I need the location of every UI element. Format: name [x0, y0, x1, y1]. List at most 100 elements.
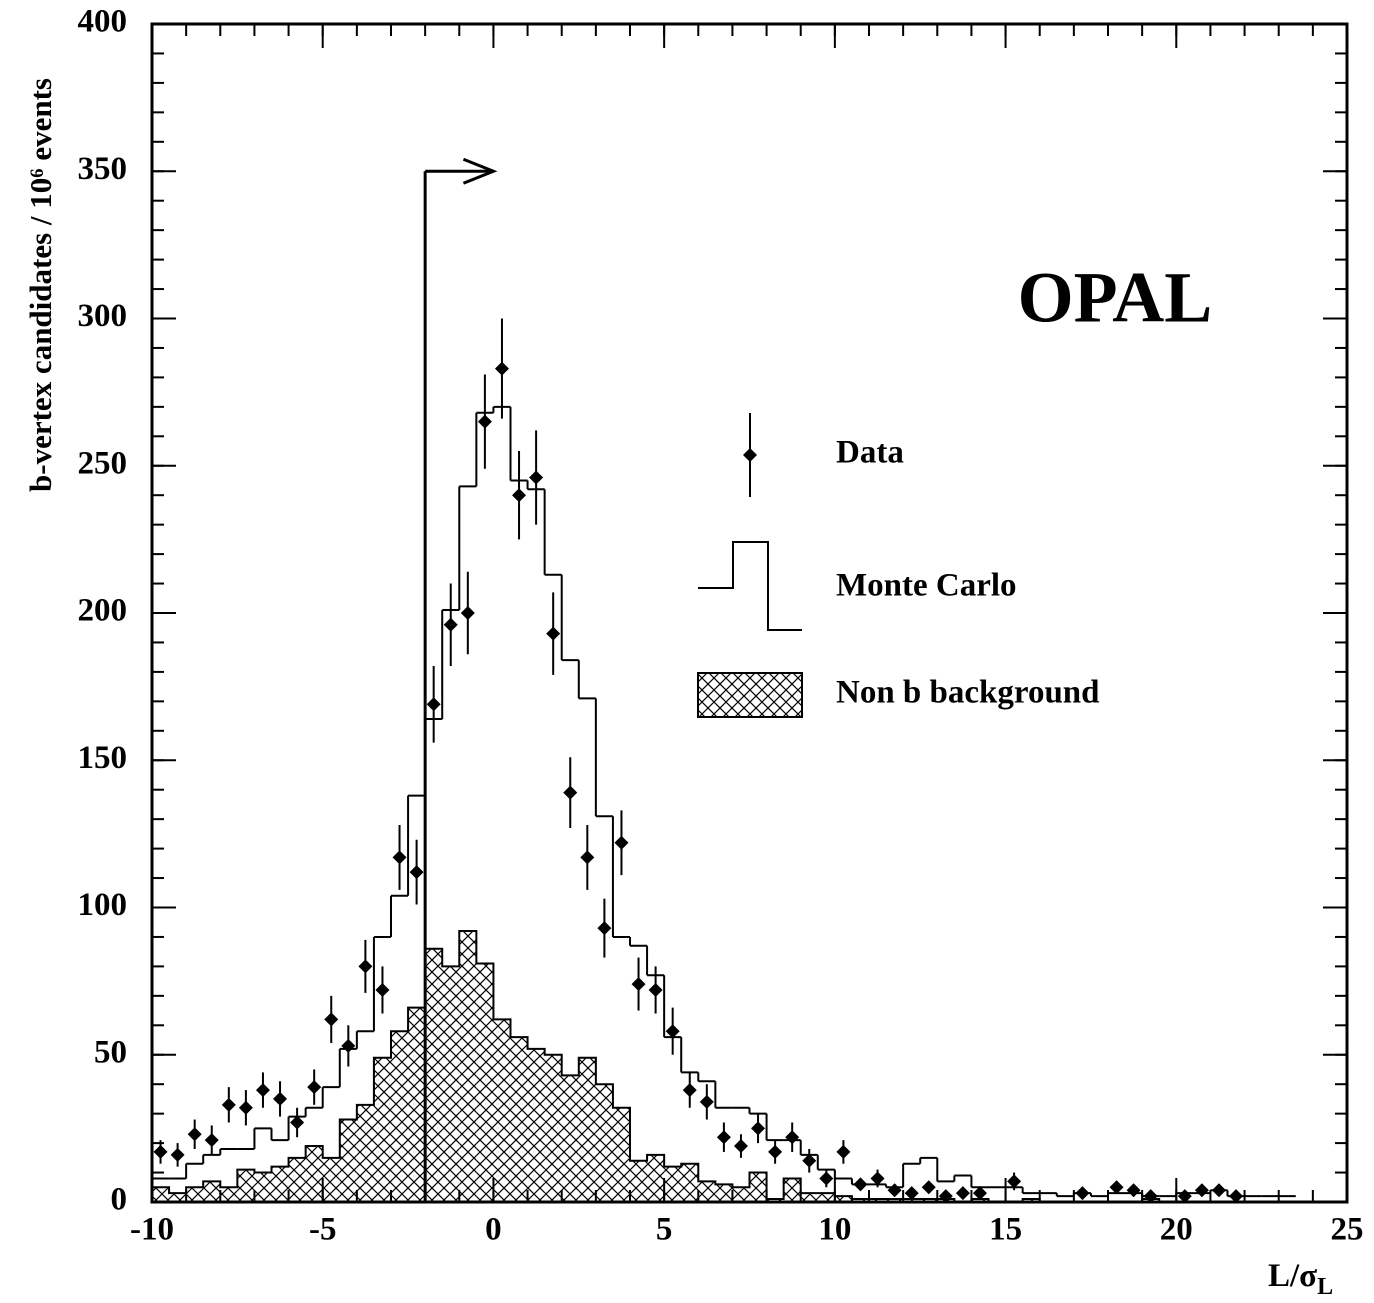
- y-tick-label: 350: [78, 151, 128, 187]
- data-point: [546, 626, 561, 641]
- hist-bar: [595, 1084, 613, 1202]
- data-point: [785, 1130, 800, 1145]
- hist-bar: [476, 963, 494, 1202]
- hist-bar: [527, 1048, 545, 1202]
- hist-bar: [749, 1172, 767, 1202]
- hist-outline: [151, 930, 1296, 1203]
- hist-bar: [271, 1166, 289, 1202]
- hist-bar: [237, 1169, 255, 1202]
- data-point: [529, 470, 544, 485]
- hist-bar: [339, 1119, 357, 1202]
- hist-bar: [510, 1037, 528, 1202]
- y-tick-label: 300: [78, 298, 128, 334]
- data-point: [1126, 1183, 1141, 1198]
- hist-bar: [834, 1196, 852, 1202]
- data-point: [955, 1186, 970, 1201]
- hist-bar: [578, 1057, 596, 1202]
- data-point: [307, 1080, 322, 1095]
- data-point: [204, 1133, 219, 1148]
- y-tick-label: 0: [111, 1182, 128, 1218]
- y-axis-label: b-vertex candidates / 10⁶ events: [23, 78, 58, 492]
- x-tick-label: 20: [1160, 1212, 1193, 1248]
- data-point: [682, 1083, 697, 1098]
- hist-bar: [647, 1154, 665, 1202]
- data-point: [341, 1038, 356, 1053]
- x-tick-label: -10: [130, 1212, 174, 1248]
- data-point: [238, 1100, 253, 1115]
- hist-bar: [612, 1107, 630, 1202]
- hist-bar: [186, 1187, 204, 1202]
- x-tick-label: 25: [1331, 1212, 1364, 1248]
- hist-bar: [442, 966, 460, 1202]
- data-point: [477, 414, 492, 429]
- data-point: [1229, 1189, 1244, 1204]
- data-point: [648, 982, 663, 997]
- data-point: [273, 1091, 288, 1106]
- data-point: [187, 1127, 202, 1142]
- legend-label: Non b background: [836, 675, 1100, 711]
- data-point: [375, 982, 390, 997]
- data-point: [460, 606, 475, 620]
- data-point: [1143, 1189, 1158, 1204]
- y-tick-label: 200: [78, 593, 128, 629]
- hist-bar: [544, 1054, 562, 1202]
- data-point: [614, 835, 629, 850]
- data-point: [170, 1147, 185, 1162]
- hist-bar: [322, 1157, 340, 1202]
- hist-bar: [169, 1193, 187, 1202]
- data-point: [870, 1171, 885, 1186]
- hist-bar: [391, 1031, 409, 1202]
- hist-bar: [664, 1166, 682, 1202]
- data-point: [563, 785, 578, 800]
- data-point: [921, 1180, 936, 1195]
- data-point: [324, 1012, 339, 1027]
- x-axis-label-sub: L: [1317, 1274, 1333, 1300]
- data-point: [853, 1177, 868, 1192]
- hist-bar: [425, 948, 443, 1202]
- x-tick-label: 5: [656, 1212, 673, 1248]
- data-point: [768, 1144, 783, 1159]
- x-tick-label: 0: [485, 1212, 502, 1248]
- data-point: [512, 488, 527, 503]
- hist-bar: [698, 1181, 716, 1202]
- hist-bar: [459, 931, 477, 1202]
- hist-bar: [408, 1007, 426, 1202]
- data-point: [802, 1153, 817, 1168]
- y-tick-label: 100: [78, 887, 128, 923]
- plot: -10 -5 0 5 10 15 20 25050100150200250300350400D…: [78, 4, 1364, 1248]
- hist-bar: [817, 1193, 835, 1202]
- data-point: [1194, 1183, 1209, 1198]
- data-point: [409, 865, 424, 880]
- x-axis-label-main: L/σ: [1268, 1258, 1317, 1294]
- hist-bar: [203, 1181, 221, 1202]
- x-axis-label: L/σL: [1268, 1258, 1333, 1300]
- hist-bar: [783, 1178, 801, 1202]
- legend-label: Data: [836, 435, 904, 471]
- hist-bar: [254, 1172, 272, 1202]
- hist-bar: [220, 1187, 238, 1202]
- y-tick-label: 250: [78, 445, 128, 481]
- hist-bar: [493, 1019, 511, 1202]
- data-point: [290, 1115, 305, 1130]
- legend-icon: [697, 672, 803, 718]
- data-point: [358, 959, 373, 974]
- data-point: [426, 697, 441, 712]
- data-point: [972, 1186, 987, 1201]
- y-tick-label: 150: [78, 740, 128, 776]
- hist-bar: [715, 1184, 733, 1202]
- hist-bar: [356, 1104, 374, 1202]
- data-point: [1177, 1189, 1192, 1204]
- legend-icon: [743, 448, 757, 462]
- hist-bar: [732, 1187, 750, 1202]
- hist-bar: [561, 1075, 579, 1202]
- data-point: [665, 1024, 680, 1039]
- data-point: [1109, 1180, 1124, 1195]
- hist-bar: [288, 1157, 306, 1202]
- data-point: [733, 1139, 748, 1154]
- hist-bar: [681, 1163, 699, 1202]
- data-point: [631, 977, 646, 992]
- data-point: [153, 1144, 168, 1159]
- data-point: [938, 1189, 953, 1204]
- hist-bar: [373, 1057, 391, 1202]
